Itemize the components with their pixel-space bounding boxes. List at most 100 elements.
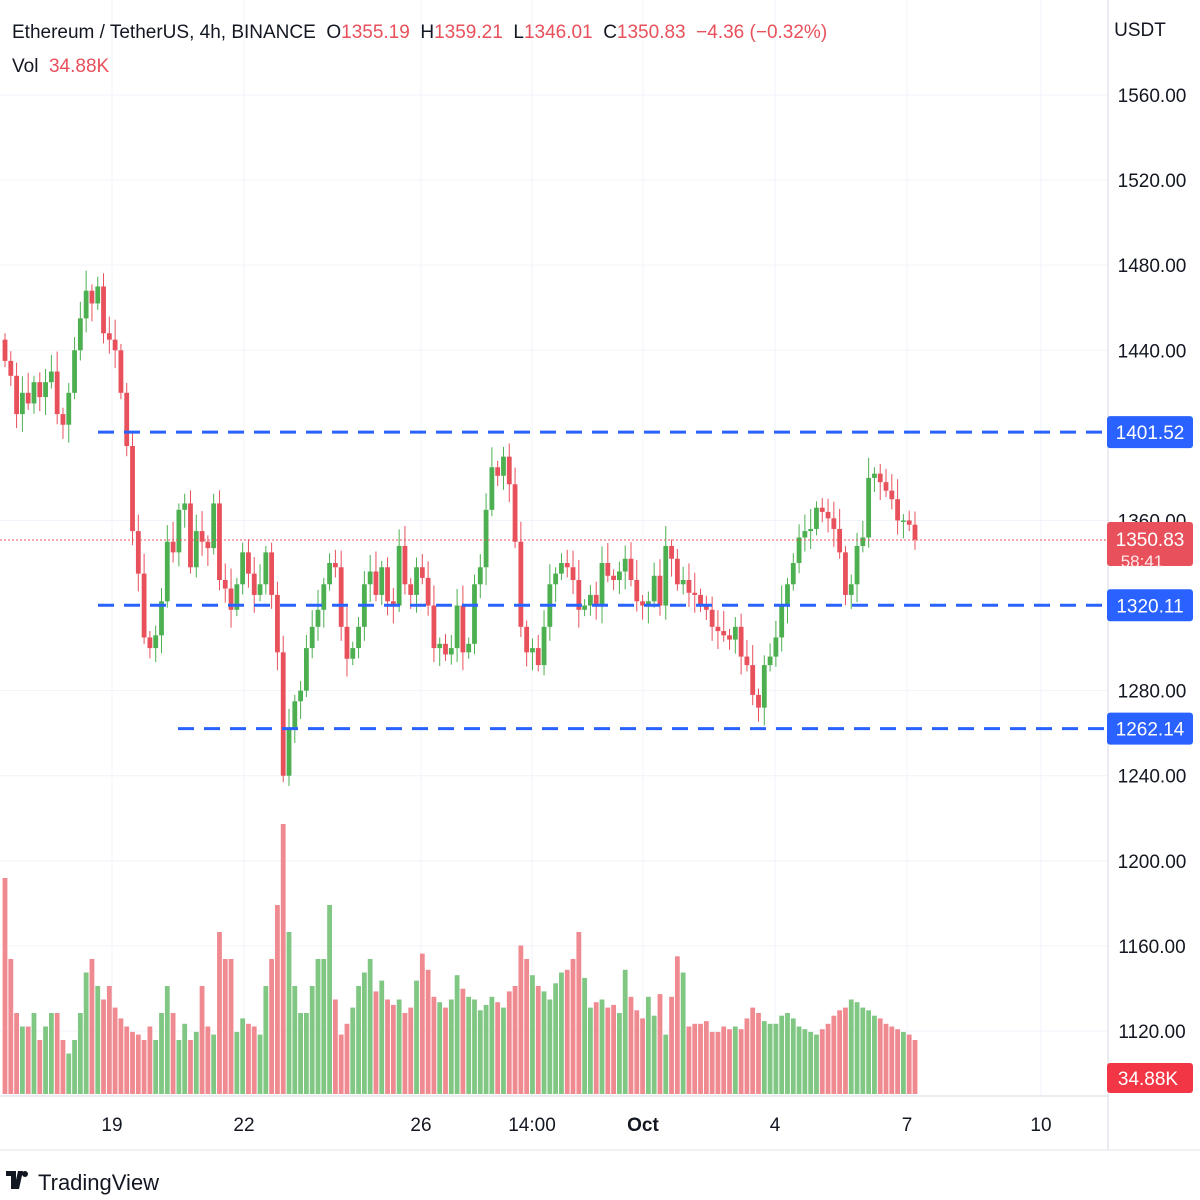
volume-bar bbox=[443, 1007, 448, 1094]
low-value: 1346.01 bbox=[523, 22, 593, 43]
volume-bar bbox=[570, 959, 576, 1094]
volume-bar bbox=[147, 1026, 153, 1094]
volume-bar bbox=[31, 1013, 37, 1094]
volume-bar bbox=[506, 991, 512, 1094]
countdown-text: 58:41 bbox=[1121, 552, 1164, 571]
level-price-labels: 1401.52 1320.11 1262.14 bbox=[1107, 416, 1193, 745]
volume-bar bbox=[37, 1040, 43, 1094]
level-label-text: 1262.14 bbox=[1116, 720, 1185, 741]
volume-bar bbox=[8, 959, 14, 1094]
volume-bar bbox=[611, 1004, 616, 1094]
volume-bar bbox=[211, 1034, 217, 1094]
volume-bar bbox=[327, 905, 332, 1094]
vol-label: Vol bbox=[12, 56, 39, 77]
candle-body bbox=[553, 573, 559, 585]
volume-bar bbox=[112, 1007, 118, 1094]
volume-bar bbox=[54, 1013, 60, 1094]
candle-body bbox=[2, 339, 8, 361]
candle-body bbox=[60, 414, 66, 425]
level-lines bbox=[98, 430, 1106, 731]
candle-body bbox=[611, 575, 616, 581]
candle-body bbox=[246, 552, 251, 574]
candle-body bbox=[199, 531, 205, 542]
tradingview-logo-icon bbox=[6, 1171, 32, 1195]
tradingview-brand[interactable]: TradingView bbox=[6, 1170, 159, 1196]
volume-bar bbox=[159, 1013, 164, 1094]
candle-body bbox=[135, 531, 141, 574]
candle-body bbox=[72, 350, 77, 393]
candle-body bbox=[819, 507, 825, 512]
candle-body bbox=[790, 563, 796, 585]
volume-bar bbox=[454, 975, 460, 1094]
chart-legend: Ethereum / TetherUS, 4h, BINANCE O1355.1… bbox=[12, 22, 827, 44]
price-tick-label: 1560.00 bbox=[1118, 86, 1187, 107]
candle-body bbox=[304, 648, 309, 691]
candle-body bbox=[715, 626, 721, 632]
volume-bar bbox=[692, 1023, 698, 1094]
volume-bar bbox=[240, 1018, 246, 1094]
candle-body bbox=[48, 371, 54, 383]
candle-body bbox=[188, 503, 193, 568]
volume-bar bbox=[715, 1031, 721, 1094]
volume-bar bbox=[912, 1040, 918, 1094]
volume-bar bbox=[790, 1018, 796, 1094]
volume-bar bbox=[814, 1034, 819, 1094]
volume-bar bbox=[674, 956, 680, 1094]
level-label-box bbox=[1107, 589, 1193, 622]
candle-body bbox=[657, 575, 663, 606]
volume-bar bbox=[72, 1040, 77, 1094]
candle-body bbox=[54, 371, 60, 415]
volume-bar bbox=[390, 1004, 396, 1094]
candle-body bbox=[338, 567, 344, 627]
candle-body bbox=[785, 584, 790, 606]
candle-body bbox=[721, 631, 727, 636]
volume-bar bbox=[860, 1007, 866, 1094]
volume-bar bbox=[246, 1023, 251, 1094]
volume-bar bbox=[234, 1031, 240, 1094]
level-label-box bbox=[1107, 416, 1193, 449]
candle-body bbox=[796, 537, 802, 563]
candle-body bbox=[37, 382, 43, 398]
candle-body bbox=[356, 626, 361, 649]
candle-body bbox=[8, 360, 14, 376]
volume-bar bbox=[101, 999, 106, 1094]
candle-body bbox=[89, 290, 95, 304]
candle-body bbox=[906, 520, 912, 525]
candle-body bbox=[744, 656, 750, 666]
volume-bar bbox=[124, 1026, 130, 1094]
candle-body bbox=[570, 567, 576, 581]
candle-body bbox=[651, 575, 657, 602]
volume-bar bbox=[825, 1023, 831, 1094]
candle-body bbox=[211, 503, 217, 549]
candle-body bbox=[390, 601, 396, 606]
chart-grid bbox=[0, 0, 1108, 1096]
volume-bar bbox=[808, 1031, 814, 1094]
price-tick-label: 1120.00 bbox=[1118, 1022, 1185, 1043]
candle-body bbox=[275, 594, 280, 653]
volume-bar bbox=[83, 972, 89, 1094]
volume-bar bbox=[118, 1018, 124, 1094]
volume-bars bbox=[2, 824, 918, 1094]
close-value: 1350.83 bbox=[616, 22, 686, 43]
candle-body bbox=[77, 318, 83, 351]
candle-body bbox=[843, 552, 848, 595]
volume-bar bbox=[43, 1026, 48, 1094]
candle-body bbox=[663, 545, 669, 606]
volume-bar bbox=[263, 986, 269, 1094]
symbol-title: Ethereum / TetherUS, 4h, BINANCE bbox=[12, 22, 316, 43]
candle-body bbox=[622, 558, 628, 572]
volume-bar bbox=[188, 1040, 193, 1094]
candle-body bbox=[564, 563, 570, 568]
candle-body bbox=[901, 520, 906, 522]
candle-body bbox=[640, 601, 645, 606]
candle-body bbox=[217, 503, 222, 581]
candle-body bbox=[709, 609, 715, 627]
volume-bar bbox=[402, 1013, 408, 1094]
volume-bar bbox=[338, 1034, 344, 1094]
candle-body bbox=[454, 605, 460, 649]
candle-body bbox=[512, 484, 518, 542]
candle-body bbox=[269, 552, 275, 595]
candle-body bbox=[286, 728, 292, 776]
volume-bar bbox=[448, 999, 454, 1094]
